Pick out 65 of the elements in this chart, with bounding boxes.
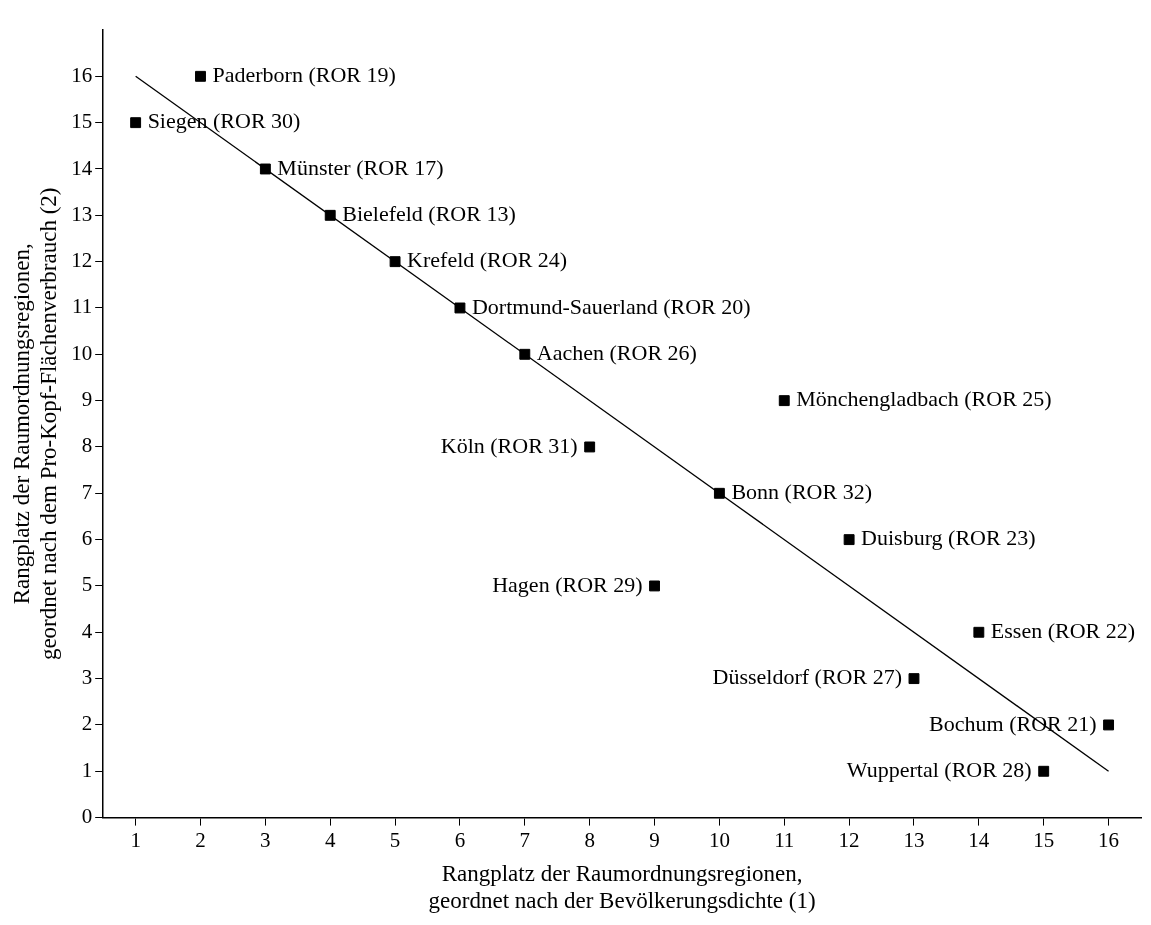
- x-tick-label: 9: [649, 827, 660, 852]
- annotation: Köln (ROR 31): [440, 432, 578, 458]
- x-tick-label: 4: [324, 827, 336, 852]
- annotation: Münster (ROR 17): [277, 154, 444, 180]
- point: [454, 302, 466, 314]
- x-tick-label: 6: [454, 827, 466, 852]
- annotation: Dortmund-Sauerland (ROR 20): [471, 293, 751, 319]
- point: [1103, 719, 1115, 731]
- x-tick-label: 3: [260, 827, 271, 852]
- x-tick-label: 7: [519, 827, 531, 852]
- y-tick-label: 10: [71, 340, 93, 365]
- annotation: Essen (ROR 22): [990, 618, 1136, 644]
- y-tick-label: 12: [71, 248, 93, 273]
- y-tick-label: 11: [71, 294, 93, 319]
- point: [195, 70, 206, 82]
- y-tick-label: 14: [71, 155, 93, 180]
- annotation: Duisburg (ROR 23): [861, 525, 1036, 551]
- x-tick-label: 13: [903, 827, 925, 852]
- point: [259, 163, 271, 175]
- annotation: Düsseldorf (ROR 27): [712, 664, 902, 690]
- x-tick-label: 16: [1098, 827, 1120, 852]
- x-tick-label: 1: [130, 827, 141, 852]
- x-tick-label: 15: [1033, 827, 1055, 852]
- annotation: Wuppertal (ROR 28): [846, 757, 1032, 783]
- point: [519, 348, 531, 360]
- annotation: Mönchengladbach (ROR 25): [796, 386, 1052, 412]
- x-tick-label: 8: [584, 827, 595, 852]
- x-tick-label: 14: [968, 827, 990, 852]
- point: [908, 673, 920, 685]
- x-tick-label: 12: [838, 827, 860, 852]
- y-tick-label: 15: [71, 109, 93, 134]
- x-tick-label: 5: [389, 827, 401, 852]
- x-tick-label: 11: [774, 827, 795, 852]
- y-tick-label: 6: [81, 526, 93, 551]
- y-tick-label: 7: [81, 479, 93, 504]
- annotation: Aachen (ROR 26): [536, 340, 697, 366]
- point: [1038, 765, 1050, 777]
- point: [778, 395, 790, 407]
- point: [584, 441, 596, 453]
- point: [389, 256, 401, 268]
- annotation: Paderborn (ROR 19): [212, 62, 396, 88]
- y-tick-label: 8: [81, 433, 93, 458]
- annotation: Bielefeld (ROR 13): [342, 201, 516, 227]
- annotation: Krefeld (ROR 24): [407, 247, 568, 273]
- y-axis-title: Rangplatz der Raumordnungsregionen, geordnet nach dem Pro-Kopf-Flächenverbrauch (2): [8, 187, 62, 661]
- annotation: Bonn (ROR 32): [731, 479, 872, 505]
- y-tick-label: 13: [71, 201, 93, 226]
- point: [649, 580, 660, 592]
- point: [130, 117, 142, 129]
- x-tick-label: 10: [708, 827, 730, 852]
- annotation: Hagen (ROR 29): [492, 571, 643, 597]
- point: [324, 209, 336, 221]
- y-tick-label: 0: [81, 804, 93, 829]
- x-tick-label: 2: [195, 827, 206, 852]
- y-tick-label: 5: [81, 572, 93, 597]
- y-tick-label: 1: [81, 757, 93, 782]
- y-tick-label: 2: [81, 711, 93, 736]
- point: [843, 534, 855, 546]
- y-tick-label: 9: [81, 387, 93, 412]
- y-tick-label: 16: [71, 62, 93, 87]
- point: [713, 487, 725, 499]
- x-axis-title: Rangplatz der Raumordnungsregionen, geordnet nach der Bevölkerungsdichte (1): [428, 860, 816, 914]
- point: [973, 626, 985, 638]
- y-tick-label: 3: [81, 665, 93, 690]
- y-tick-label: 4: [81, 618, 93, 643]
